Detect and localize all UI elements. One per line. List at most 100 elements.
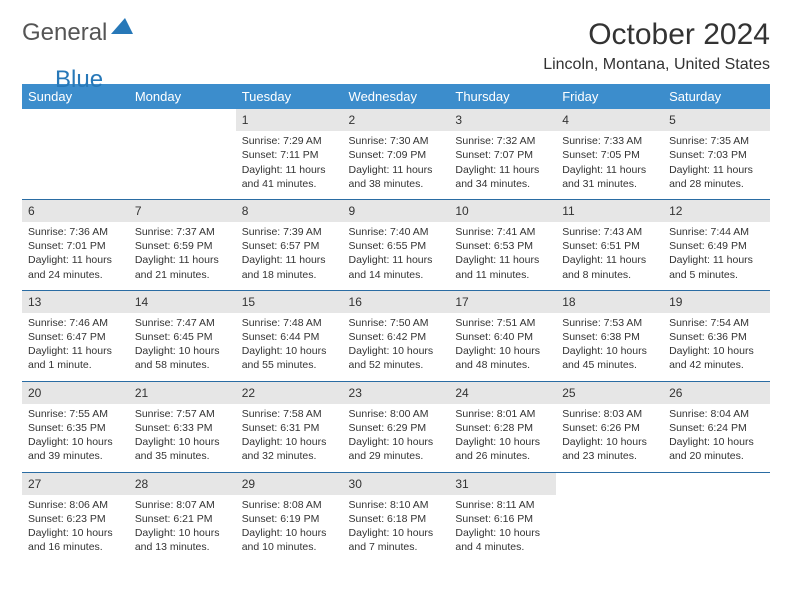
content-row: Sunrise: 8:06 AMSunset: 6:23 PMDaylight:… [22, 495, 770, 563]
day-content: Sunrise: 7:50 AMSunset: 6:42 PMDaylight:… [343, 313, 450, 381]
day-content: Sunrise: 8:01 AMSunset: 6:28 PMDaylight:… [449, 404, 556, 472]
day-content: Sunrise: 8:11 AMSunset: 6:16 PMDaylight:… [449, 495, 556, 563]
daylight-line: Daylight: 11 hours and 18 minutes. [242, 253, 337, 281]
daylight-line: Daylight: 11 hours and 28 minutes. [669, 163, 764, 191]
logo-text-blue: Blue [55, 66, 103, 94]
day-number: 11 [556, 200, 663, 222]
sunset-line: Sunset: 6:28 PM [455, 421, 550, 435]
day-number: 20 [22, 382, 129, 404]
sunrise-line: Sunrise: 7:46 AM [28, 316, 123, 330]
day-number: 7 [129, 200, 236, 222]
sunrise-line: Sunrise: 8:10 AM [349, 498, 444, 512]
sunset-line: Sunset: 6:29 PM [349, 421, 444, 435]
sunrise-line: Sunrise: 7:50 AM [349, 316, 444, 330]
day-content: Sunrise: 8:03 AMSunset: 6:26 PMDaylight:… [556, 404, 663, 472]
daylight-line: Daylight: 10 hours and 20 minutes. [669, 435, 764, 463]
day-number: 31 [449, 473, 556, 495]
sunset-line: Sunset: 6:26 PM [562, 421, 657, 435]
day-content: Sunrise: 8:04 AMSunset: 6:24 PMDaylight:… [663, 404, 770, 472]
sunset-line: Sunset: 6:42 PM [349, 330, 444, 344]
sunrise-line: Sunrise: 7:43 AM [562, 225, 657, 239]
day-content: Sunrise: 7:48 AMSunset: 6:44 PMDaylight:… [236, 313, 343, 381]
daylight-line: Daylight: 10 hours and 10 minutes. [242, 526, 337, 554]
day-content: Sunrise: 7:58 AMSunset: 6:31 PMDaylight:… [236, 404, 343, 472]
sunset-line: Sunset: 6:19 PM [242, 512, 337, 526]
day-content: Sunrise: 7:54 AMSunset: 6:36 PMDaylight:… [663, 313, 770, 381]
daynum-row: 20212223242526 [22, 381, 770, 404]
weekday-header: Saturday [663, 84, 770, 109]
daylight-line: Daylight: 11 hours and 11 minutes. [455, 253, 550, 281]
day-number: 5 [663, 109, 770, 131]
day-number: 30 [343, 473, 450, 495]
day-number: 27 [22, 473, 129, 495]
day-content: Sunrise: 8:10 AMSunset: 6:18 PMDaylight:… [343, 495, 450, 563]
empty-cell [663, 473, 770, 479]
sunset-line: Sunset: 6:36 PM [669, 330, 764, 344]
logo-triangle-icon [111, 18, 133, 39]
day-number: 22 [236, 382, 343, 404]
day-number: 3 [449, 109, 556, 131]
sunrise-line: Sunrise: 7:33 AM [562, 134, 657, 148]
day-content: Sunrise: 7:46 AMSunset: 6:47 PMDaylight:… [22, 313, 129, 381]
daylight-line: Daylight: 10 hours and 42 minutes. [669, 344, 764, 372]
sunrise-line: Sunrise: 8:04 AM [669, 407, 764, 421]
sunset-line: Sunset: 6:53 PM [455, 239, 550, 253]
logo: General [22, 18, 135, 47]
day-content: Sunrise: 8:07 AMSunset: 6:21 PMDaylight:… [129, 495, 236, 563]
sunrise-line: Sunrise: 7:37 AM [135, 225, 230, 239]
sunrise-line: Sunrise: 7:51 AM [455, 316, 550, 330]
calendar-table: SundayMondayTuesdayWednesdayThursdayFrid… [22, 84, 770, 562]
day-content: Sunrise: 7:37 AMSunset: 6:59 PMDaylight:… [129, 222, 236, 290]
sunset-line: Sunset: 6:45 PM [135, 330, 230, 344]
day-number: 8 [236, 200, 343, 222]
sunrise-line: Sunrise: 7:32 AM [455, 134, 550, 148]
weekday-header-row: SundayMondayTuesdayWednesdayThursdayFrid… [22, 84, 770, 109]
daylight-line: Daylight: 11 hours and 41 minutes. [242, 163, 337, 191]
day-content: Sunrise: 7:35 AMSunset: 7:03 PMDaylight:… [663, 131, 770, 199]
sunset-line: Sunset: 7:09 PM [349, 148, 444, 162]
sunset-line: Sunset: 7:01 PM [28, 239, 123, 253]
day-content: Sunrise: 7:51 AMSunset: 6:40 PMDaylight:… [449, 313, 556, 381]
sunset-line: Sunset: 6:55 PM [349, 239, 444, 253]
day-content: Sunrise: 7:55 AMSunset: 6:35 PMDaylight:… [22, 404, 129, 472]
title-block: October 2024 Lincoln, Montana, United St… [543, 18, 770, 74]
sunrise-line: Sunrise: 7:48 AM [242, 316, 337, 330]
sunrise-line: Sunrise: 7:58 AM [242, 407, 337, 421]
weekday-header: Wednesday [343, 84, 450, 109]
sunset-line: Sunset: 6:40 PM [455, 330, 550, 344]
sunrise-line: Sunrise: 7:57 AM [135, 407, 230, 421]
sunrise-line: Sunrise: 7:55 AM [28, 407, 123, 421]
daylight-line: Daylight: 10 hours and 29 minutes. [349, 435, 444, 463]
daylight-line: Daylight: 11 hours and 14 minutes. [349, 253, 444, 281]
header: General October 2024 Lincoln, Montana, U… [22, 18, 770, 74]
daylight-line: Daylight: 10 hours and 55 minutes. [242, 344, 337, 372]
day-number: 4 [556, 109, 663, 131]
day-number: 25 [556, 382, 663, 404]
daynum-row: 2728293031 [22, 472, 770, 495]
sunset-line: Sunset: 6:44 PM [242, 330, 337, 344]
weekday-header: Friday [556, 84, 663, 109]
sunset-line: Sunset: 6:49 PM [669, 239, 764, 253]
empty-cell [556, 473, 663, 479]
daylight-line: Daylight: 11 hours and 1 minute. [28, 344, 123, 372]
month-title: October 2024 [543, 18, 770, 52]
daynum-row: 6789101112 [22, 199, 770, 222]
day-number: 12 [663, 200, 770, 222]
day-number: 16 [343, 291, 450, 313]
sunrise-line: Sunrise: 7:36 AM [28, 225, 123, 239]
day-content: Sunrise: 7:44 AMSunset: 6:49 PMDaylight:… [663, 222, 770, 290]
day-number: 2 [343, 109, 450, 131]
daylight-line: Daylight: 11 hours and 8 minutes. [562, 253, 657, 281]
daylight-line: Daylight: 11 hours and 31 minutes. [562, 163, 657, 191]
weekday-header: Thursday [449, 84, 556, 109]
day-content: Sunrise: 7:41 AMSunset: 6:53 PMDaylight:… [449, 222, 556, 290]
sunrise-line: Sunrise: 7:29 AM [242, 134, 337, 148]
weekday-header: Tuesday [236, 84, 343, 109]
day-content: Sunrise: 7:36 AMSunset: 7:01 PMDaylight:… [22, 222, 129, 290]
sunset-line: Sunset: 7:07 PM [455, 148, 550, 162]
day-content: Sunrise: 8:06 AMSunset: 6:23 PMDaylight:… [22, 495, 129, 563]
day-content: Sunrise: 7:33 AMSunset: 7:05 PMDaylight:… [556, 131, 663, 199]
day-content: Sunrise: 7:39 AMSunset: 6:57 PMDaylight:… [236, 222, 343, 290]
daylight-line: Daylight: 10 hours and 39 minutes. [28, 435, 123, 463]
daylight-line: Daylight: 11 hours and 5 minutes. [669, 253, 764, 281]
